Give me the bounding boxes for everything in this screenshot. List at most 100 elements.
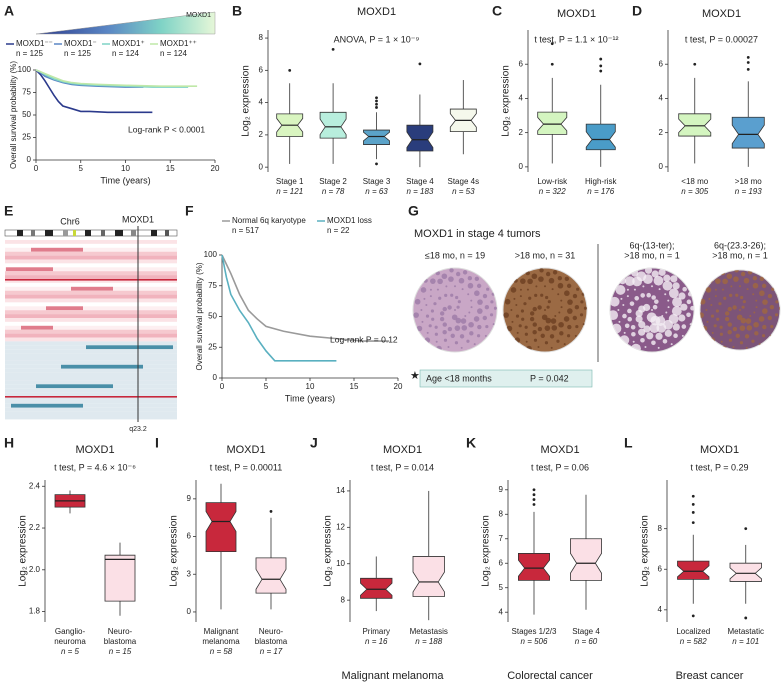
heatmap-row (5, 259, 177, 264)
heatmap-row (5, 314, 177, 318)
tissue-spot (434, 332, 438, 336)
tissue-spot (540, 333, 545, 338)
tissue-spot (752, 293, 755, 296)
y-tick-label: 6 (658, 564, 663, 573)
x-axis-label: Time (years) (285, 393, 335, 403)
heatmap-row (5, 403, 177, 408)
tissue-spot (672, 297, 682, 308)
tissue-spot (700, 312, 704, 318)
y-axis-label: Log₂ expression (501, 65, 512, 137)
tissue-spot (670, 275, 678, 283)
panel-letter: F (185, 203, 194, 219)
tissue-spot (435, 340, 438, 343)
tissue-spot (739, 285, 741, 288)
tissue-spot (651, 270, 659, 278)
tissue-spot (520, 309, 525, 313)
tissue-spot (753, 321, 759, 328)
tissue-spot (680, 303, 688, 311)
tissue-spot (477, 308, 483, 314)
tissue-spot (705, 309, 708, 311)
tissue-spot (672, 282, 680, 290)
tissue-spot (719, 332, 723, 336)
tissue-spot (727, 322, 732, 327)
tissue-spot (529, 316, 535, 322)
tissue-spot (563, 316, 570, 322)
tissue-spot (745, 318, 752, 324)
legend-n: n = 124 (112, 49, 139, 58)
outlier (691, 502, 695, 506)
tissue-spot (665, 311, 668, 314)
x-tick-label: Stage 2 (319, 177, 347, 186)
outlier (691, 511, 695, 514)
tissue-spot (656, 322, 667, 333)
tissue-spot (426, 331, 429, 334)
tissue-spot (477, 324, 482, 330)
tissue-spot (661, 314, 664, 317)
tissue-spot (538, 276, 544, 282)
tissue-spot (572, 315, 578, 321)
heatmap-row (5, 282, 177, 287)
tissue-spot (655, 332, 663, 340)
tissue-spot (566, 334, 571, 338)
n-label: n = 176 (587, 187, 614, 196)
gradient-label: MOXD1 (186, 12, 211, 19)
tissue-spot (572, 293, 578, 299)
x-tick-label: 10 (306, 382, 315, 391)
tissue-spot (714, 295, 717, 298)
x-tick-label: <18 mo (681, 177, 708, 186)
x-tick-label: >18 mo (735, 177, 762, 186)
ideogram-band (85, 230, 91, 236)
y-tick-label: 4 (259, 98, 264, 107)
tissue-spot (722, 278, 728, 285)
tissue-spot (767, 315, 773, 321)
ideogram-band (73, 230, 76, 236)
tissue-spot (740, 317, 747, 324)
outlier (746, 61, 750, 64)
panel-footer: Breast cancer (676, 670, 744, 682)
tissue-spot (529, 311, 535, 316)
panel-letter: A (4, 3, 14, 19)
tissue-spot (640, 337, 645, 343)
tissue-spot (559, 331, 564, 336)
outlier (269, 510, 273, 513)
tissue-spot (664, 329, 672, 337)
tissue-spot (579, 313, 584, 317)
heatmap-segment (5, 279, 177, 281)
tissue-spot (544, 309, 546, 311)
y-tick-label: 0 (259, 162, 264, 171)
ideogram-band (115, 230, 123, 236)
chart-title: MOXD1 (75, 444, 114, 456)
star: ★ (410, 370, 420, 382)
annotation: t test, P = 1.1 × 10⁻¹² (534, 34, 618, 44)
tissue-spot (716, 317, 720, 321)
tissue-spot (524, 332, 528, 336)
tissue-spot (668, 288, 679, 299)
legend-label: MOXD1⁺ (112, 39, 145, 48)
y-tick-label: 50 (22, 110, 31, 119)
tissue-spot (575, 324, 579, 329)
tissue-spot (537, 326, 543, 332)
tissue-spot (524, 325, 528, 329)
heatmap-row (5, 396, 177, 400)
tissue-spot (520, 278, 526, 284)
outlier (331, 47, 335, 51)
tissue-spot (615, 285, 626, 295)
n-label: n = 78 (322, 187, 345, 196)
y-tick-label: 2 (519, 128, 524, 137)
box (205, 502, 237, 553)
box (585, 123, 616, 151)
tissue-spot (443, 338, 448, 342)
gradient-triangle (35, 11, 216, 35)
tissue-spot (724, 316, 730, 322)
heatmap-row (5, 341, 177, 346)
y-tick-label: 2 (259, 130, 264, 139)
tissue-spot (652, 304, 658, 310)
tissue-spot (556, 339, 560, 343)
tissue-spot (430, 278, 436, 284)
n-label: n = 188 (415, 637, 442, 646)
heatmap (5, 240, 177, 420)
panel-letter: B (232, 3, 242, 19)
tissue-spot (729, 293, 733, 297)
tissue-spot (546, 305, 550, 309)
